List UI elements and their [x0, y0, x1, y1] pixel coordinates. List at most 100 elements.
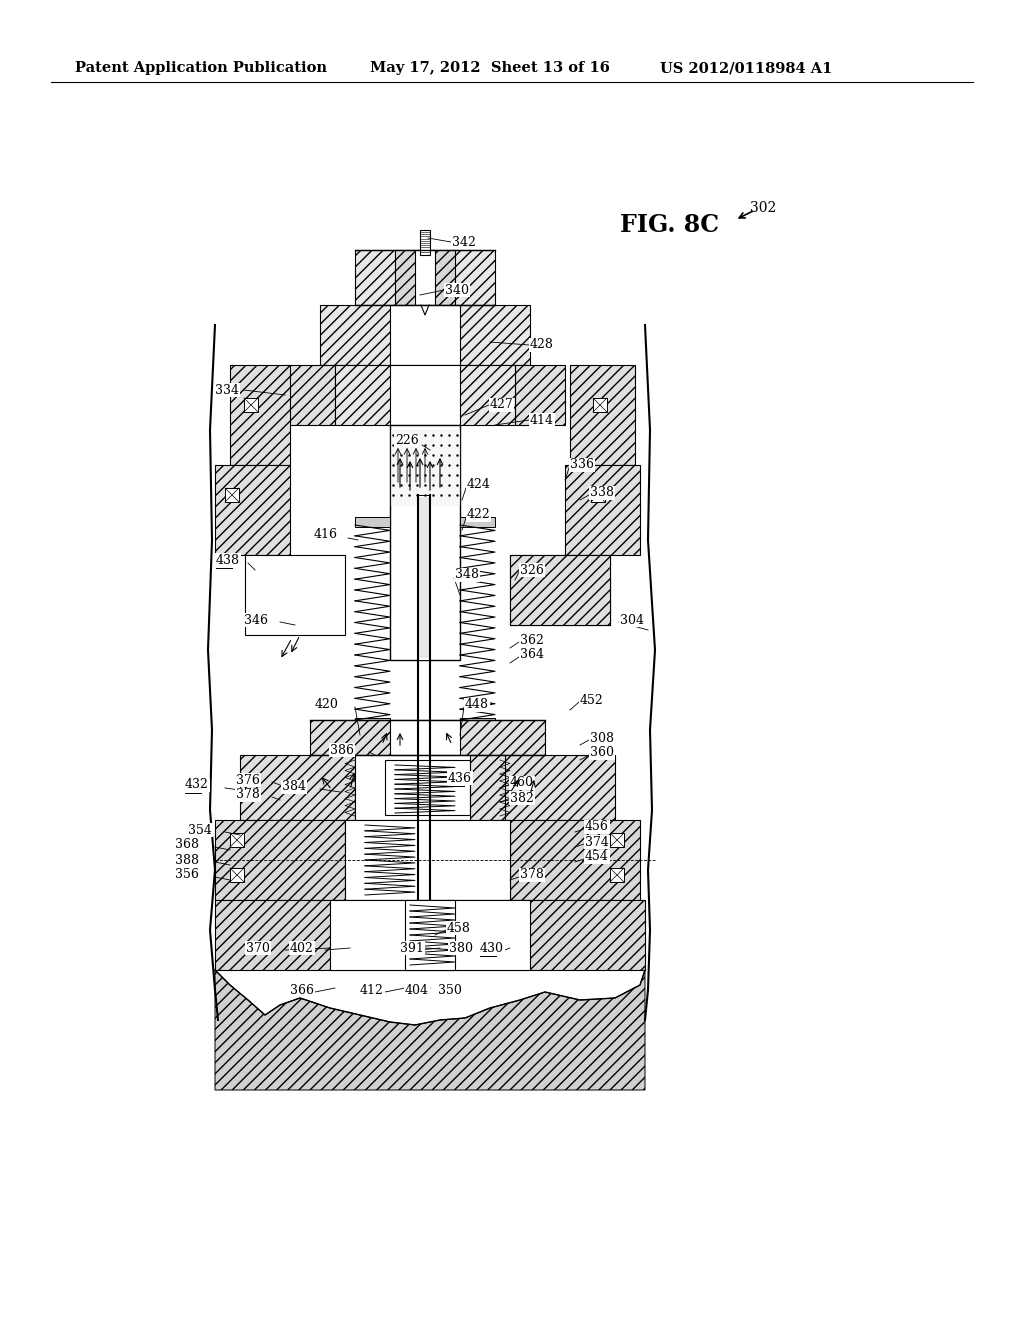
Text: 308: 308	[590, 731, 614, 744]
Text: 326: 326	[520, 564, 544, 577]
Text: 226: 226	[395, 433, 419, 446]
Text: 432: 432	[185, 779, 209, 792]
Text: 338: 338	[590, 487, 614, 499]
Text: 346: 346	[244, 614, 268, 627]
Text: 386: 386	[330, 743, 354, 756]
Bar	[230, 366, 290, 465]
Text: 428: 428	[530, 338, 554, 351]
Text: 354: 354	[188, 824, 212, 837]
Polygon shape	[215, 970, 645, 1090]
Text: 422: 422	[467, 508, 490, 521]
Text: 458: 458	[447, 921, 471, 935]
Bar	[515, 366, 565, 425]
Text: 302: 302	[750, 201, 776, 215]
Text: 448: 448	[465, 698, 489, 711]
Text: 376: 376	[236, 774, 260, 787]
Bar	[500, 755, 615, 820]
Bar	[330, 900, 530, 970]
Bar	[510, 554, 610, 624]
Text: 388: 388	[175, 854, 199, 866]
Bar	[244, 399, 258, 412]
Bar	[215, 900, 645, 970]
Text: 424: 424	[467, 479, 490, 491]
Text: 334: 334	[215, 384, 239, 396]
Bar	[245, 554, 345, 635]
Bar	[419, 498, 429, 657]
Text: 366: 366	[290, 983, 314, 997]
Bar	[240, 755, 355, 820]
Text: 356: 356	[175, 869, 199, 882]
Text: 378: 378	[520, 869, 544, 882]
Text: 452: 452	[580, 693, 604, 706]
Bar	[406, 900, 455, 970]
Text: 414: 414	[530, 413, 554, 426]
Text: 454: 454	[585, 850, 609, 863]
Text: May 17, 2012  Sheet 13 of 16: May 17, 2012 Sheet 13 of 16	[370, 61, 610, 75]
Bar	[355, 755, 500, 820]
Text: 420: 420	[315, 698, 339, 711]
Bar	[610, 869, 624, 882]
Text: 342: 342	[452, 235, 476, 248]
Bar	[345, 820, 510, 900]
Bar	[565, 465, 640, 554]
Text: 412: 412	[360, 983, 384, 997]
Text: 436: 436	[449, 771, 472, 784]
Text: 402: 402	[290, 941, 314, 954]
Text: 370: 370	[246, 941, 270, 954]
Text: 456: 456	[585, 821, 609, 833]
Bar	[390, 425, 460, 660]
Bar	[460, 718, 495, 729]
Bar	[285, 366, 335, 425]
Bar	[460, 517, 495, 527]
Bar	[418, 495, 430, 660]
Bar	[310, 719, 545, 755]
Text: 378: 378	[236, 788, 260, 801]
Bar	[390, 366, 460, 425]
Text: 404: 404	[406, 983, 429, 997]
Text: 336: 336	[570, 458, 594, 471]
Bar	[355, 517, 390, 527]
Bar	[420, 230, 430, 255]
Text: Patent Application Publication: Patent Application Publication	[75, 61, 327, 75]
Bar	[215, 820, 345, 900]
Bar	[415, 249, 435, 305]
Bar	[230, 869, 244, 882]
Text: US 2012/0118984 A1: US 2012/0118984 A1	[660, 61, 833, 75]
Bar	[230, 833, 244, 847]
Bar	[570, 366, 635, 465]
Text: 380: 380	[449, 941, 473, 954]
Text: 368: 368	[175, 838, 199, 851]
Bar	[470, 755, 505, 820]
Text: 304: 304	[620, 614, 644, 627]
Text: 416: 416	[314, 528, 338, 541]
Bar	[390, 719, 460, 755]
Bar	[385, 760, 470, 814]
Text: 348: 348	[455, 569, 479, 582]
Text: 384: 384	[282, 780, 306, 793]
Text: 340: 340	[445, 284, 469, 297]
Bar	[510, 820, 640, 900]
Text: 391: 391	[400, 941, 424, 954]
Bar	[355, 249, 495, 305]
Text: 350: 350	[438, 983, 462, 997]
Bar	[395, 249, 455, 305]
Bar	[390, 305, 460, 366]
Bar	[355, 718, 390, 729]
Text: 364: 364	[520, 648, 544, 661]
Text: 382: 382	[510, 792, 534, 804]
Bar	[215, 465, 290, 554]
Text: 362: 362	[520, 634, 544, 647]
Bar	[591, 488, 605, 502]
Text: 374: 374	[585, 836, 609, 849]
Bar	[510, 554, 610, 624]
Text: FIG. 8C: FIG. 8C	[620, 213, 719, 238]
Text: 430: 430	[480, 941, 504, 954]
Bar	[610, 833, 624, 847]
Bar	[319, 305, 530, 366]
Text: 438: 438	[216, 553, 240, 566]
Bar	[335, 366, 515, 425]
Text: 460: 460	[510, 776, 534, 789]
Bar	[225, 488, 239, 502]
Text: 427: 427	[490, 399, 514, 412]
Bar	[593, 399, 607, 412]
